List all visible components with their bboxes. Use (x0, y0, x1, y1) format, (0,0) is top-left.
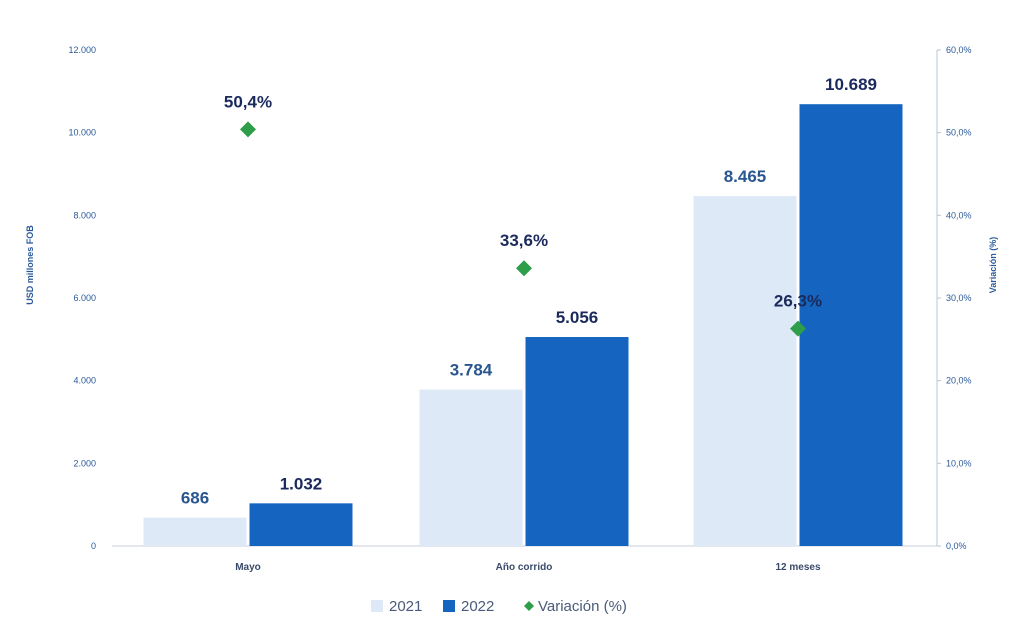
y2-tick-label: 0,0% (946, 541, 967, 551)
legend-label-variacion: Variación (%) (538, 598, 627, 615)
y-tick-label: 2.000 (73, 458, 96, 468)
y2-axis-ticks: 0,0% 10,0% 20,0% 30,0% 40,0% 50,0% 60,0% (937, 45, 972, 551)
y-tick-label: 8.000 (73, 210, 96, 220)
y2-axis-title: Variación (%) (988, 237, 998, 294)
bar-value-label: 686 (181, 489, 209, 508)
bar-value-label: 5.056 (556, 308, 599, 327)
y2-tick-label: 60,0% (946, 45, 972, 55)
legend: 2021 2022 Variación (%) (371, 598, 627, 615)
y2-tick-label: 30,0% (946, 293, 972, 303)
variation-value-label: 33,6% (500, 231, 548, 250)
legend-swatch-2022 (443, 600, 455, 612)
y-tick-label: 0 (91, 541, 96, 551)
y-tick-label: 12.000 (68, 45, 96, 55)
y2-tick-label: 20,0% (946, 376, 972, 386)
y-axis-ticks: 0 2.000 4.000 6.000 8.000 10.000 12.000 (68, 45, 96, 551)
category-label: Año corrido (496, 562, 553, 573)
legend-label-2021: 2021 (389, 598, 422, 615)
variation-value-label: 26,3% (774, 292, 822, 311)
y2-tick-label: 10,0% (946, 458, 972, 468)
bar-labels-group: 686 1.032 3.784 5.056 8.465 10.689 (181, 75, 877, 507)
bar-value-label: 10.689 (825, 75, 877, 94)
legend-swatch-2021 (371, 600, 383, 612)
y-axis-title: USD millones FOB (25, 225, 35, 305)
y2-tick-label: 40,0% (946, 210, 972, 220)
bar-2021-3 (693, 196, 797, 546)
legend-diamond-icon (524, 601, 534, 611)
legend-label-2022: 2022 (461, 598, 494, 615)
bars-group (143, 104, 903, 547)
category-labels-group: Mayo Año corrido 12 meses (235, 562, 821, 573)
bar-2022-2 (525, 337, 629, 546)
bar-2021-1 (143, 517, 247, 546)
variation-diamond-marker (240, 121, 256, 138)
category-label: Mayo (235, 562, 261, 573)
variation-value-label: 50,4% (224, 92, 272, 111)
y-tick-label: 4.000 (73, 376, 96, 386)
bar-2021-2 (419, 389, 523, 546)
y2-tick-label: 50,0% (946, 128, 972, 138)
category-label: 12 meses (775, 562, 820, 573)
bar-value-label: 1.032 (280, 474, 323, 493)
bar-value-label: 3.784 (450, 361, 493, 380)
variation-diamond-marker (516, 260, 532, 277)
bar-2022-1 (249, 503, 353, 546)
variation-diamond-marker (790, 320, 806, 337)
variation-markers-group: 50,4% 33,6% 26,3% (224, 92, 822, 337)
bar-value-label: 8.465 (724, 167, 767, 186)
y-tick-label: 6.000 (73, 293, 96, 303)
y-tick-label: 10.000 (68, 128, 96, 138)
bar-2022-3 (799, 104, 903, 547)
